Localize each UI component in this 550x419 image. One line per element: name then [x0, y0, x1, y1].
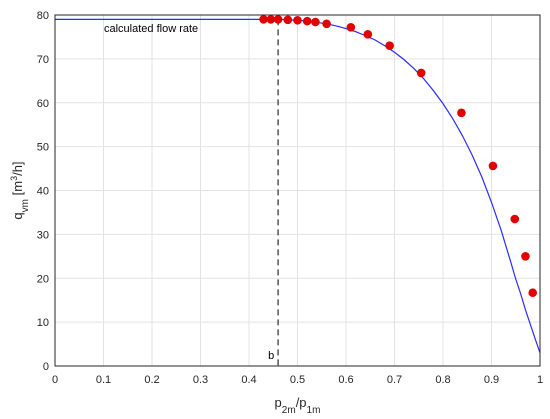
y-tick-label-7: 70 — [37, 54, 49, 66]
data-point-12 — [457, 108, 466, 118]
x-tick-label-7: 0.7 — [387, 374, 402, 386]
x-tick-label-6: 0.6 — [338, 374, 353, 386]
data-point-11 — [416, 68, 426, 78]
grid-lines — [54, 14, 541, 367]
data-points-layer — [259, 15, 538, 298]
data-point-16 — [528, 288, 538, 298]
data-point-8 — [346, 22, 356, 32]
y-label-main: q — [10, 212, 25, 219]
axes — [54, 14, 541, 367]
x-tick-label-1: 0.1 — [96, 374, 111, 386]
x-label-main: p — [275, 395, 282, 410]
x-axis-label: p2m/p1m — [275, 395, 321, 416]
y-label-unit-open: [m — [10, 181, 25, 199]
y-label-unit-close: /h] — [10, 161, 25, 175]
y-tick-labels: 0 10 20 30 40 50 60 70 80 — [37, 10, 49, 373]
plot-frame — [54, 14, 541, 367]
y-tick-label-6: 60 — [37, 98, 49, 110]
y-axis-label: qvm [m3/h] — [9, 161, 31, 219]
x-tick-label-3: 0.3 — [193, 374, 208, 386]
y-tick-label-8: 80 — [37, 10, 49, 22]
x-tick-label-2: 0.2 — [144, 374, 159, 386]
y-label-sub: vm — [20, 199, 31, 212]
x-tick-label-5: 0.5 — [290, 374, 305, 386]
data-point-0 — [259, 15, 268, 24]
data-point-10 — [385, 41, 394, 51]
data-point-2 — [273, 15, 283, 24]
y-label-sup: 3 — [9, 176, 19, 181]
x-label-sub2: 1m — [307, 405, 321, 416]
data-point-1 — [266, 15, 276, 24]
x-tick-label-9: 0.9 — [484, 374, 499, 386]
y-tick-label-4: 40 — [37, 186, 49, 198]
x-label-sub1: 2m — [282, 405, 296, 416]
data-point-9 — [363, 30, 373, 39]
y-tick-label-2: 20 — [37, 273, 49, 285]
data-point-3 — [283, 15, 293, 25]
data-point-13 — [488, 161, 498, 171]
x-tick-labels: 0 0.1 0.2 0.3 0.4 0.5 0.6 0.7 0.8 0.9 1 — [52, 374, 543, 386]
x-tick-label-10: 1 — [537, 374, 543, 386]
data-point-7 — [322, 19, 331, 29]
data-point-4 — [293, 15, 302, 25]
data-point-5 — [302, 16, 312, 26]
y-tick-label-0: 0 — [43, 361, 49, 373]
calculated-flow-rate-annotation: calculated flow rate — [104, 23, 198, 35]
x-tick-label-0: 0 — [52, 374, 58, 386]
data-point-15 — [521, 252, 530, 261]
data-point-14 — [510, 214, 520, 224]
x-tick-label-8: 0.8 — [435, 374, 450, 386]
x-label-sep: /p — [296, 395, 307, 410]
vline-label-b: b — [268, 350, 274, 362]
x-tick-label-4: 0.4 — [241, 374, 256, 386]
y-tick-label-3: 30 — [37, 229, 49, 241]
data-point-6 — [311, 17, 320, 27]
y-tick-label-5: 50 — [37, 142, 49, 154]
y-tick-label-1: 10 — [37, 317, 49, 329]
